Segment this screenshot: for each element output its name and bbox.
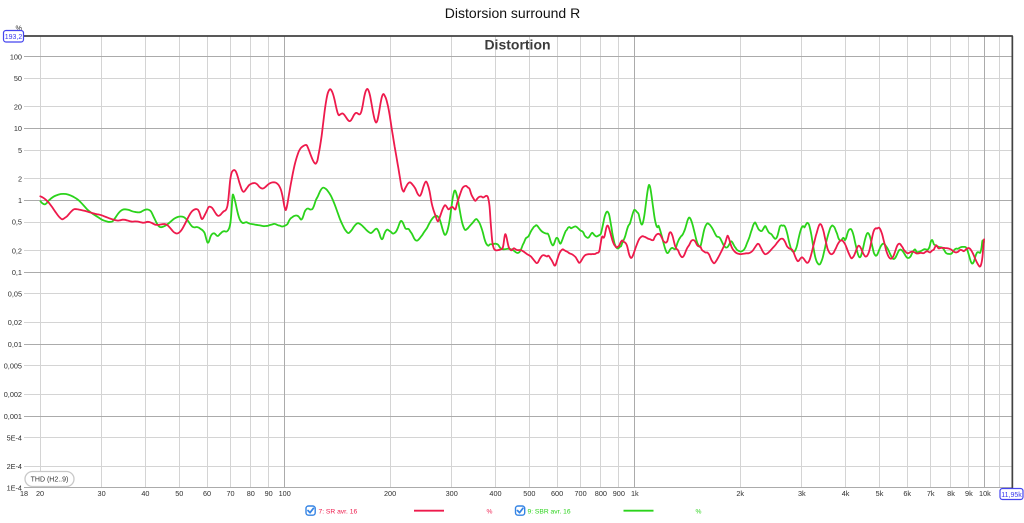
svg-text:0,1: 0,1	[12, 268, 22, 277]
svg-text:2: 2	[18, 174, 22, 183]
svg-text:7: SR avr. 16: 7: SR avr. 16	[319, 509, 358, 516]
svg-text:70: 70	[226, 489, 234, 498]
svg-text:1: 1	[18, 196, 22, 205]
svg-text:0,002: 0,002	[4, 390, 22, 399]
svg-text:2k: 2k	[736, 489, 744, 498]
svg-text:300: 300	[446, 489, 458, 498]
svg-text:%: %	[16, 24, 23, 33]
svg-text:193,2: 193,2	[5, 34, 23, 41]
svg-text:20: 20	[14, 103, 22, 112]
svg-text:THD (H2..9): THD (H2..9)	[31, 477, 69, 484]
svg-text:0,005: 0,005	[4, 362, 22, 371]
svg-text:%: %	[696, 509, 702, 516]
svg-text:%: %	[487, 509, 493, 516]
svg-text:0,2: 0,2	[12, 246, 22, 255]
svg-text:11,95k: 11,95k	[1001, 492, 1022, 499]
svg-text:30: 30	[98, 489, 106, 498]
svg-text:0,001: 0,001	[4, 412, 22, 421]
svg-text:0,05: 0,05	[8, 290, 22, 299]
svg-text:1k: 1k	[631, 489, 639, 498]
svg-text:2E-4: 2E-4	[7, 462, 22, 471]
svg-text:5E-4: 5E-4	[7, 433, 22, 442]
svg-text:400: 400	[489, 489, 501, 498]
svg-text:40: 40	[141, 489, 149, 498]
svg-text:9: SBR avr. 16: 9: SBR avr. 16	[528, 509, 571, 516]
svg-text:10k: 10k	[979, 489, 991, 498]
svg-text:3k: 3k	[798, 489, 806, 498]
svg-text:100: 100	[10, 52, 22, 61]
svg-text:18: 18	[20, 489, 28, 498]
svg-text:500: 500	[523, 489, 535, 498]
svg-text:600: 600	[551, 489, 563, 498]
svg-text:900: 900	[613, 489, 625, 498]
svg-text:10: 10	[14, 124, 22, 133]
svg-text:Distorsion surround R: Distorsion surround R	[445, 5, 580, 21]
svg-text:5: 5	[18, 146, 22, 155]
svg-text:800: 800	[595, 489, 607, 498]
svg-text:60: 60	[203, 489, 211, 498]
svg-text:20: 20	[36, 489, 44, 498]
svg-text:0,01: 0,01	[8, 340, 22, 349]
svg-text:90: 90	[265, 489, 273, 498]
svg-text:50: 50	[14, 74, 22, 83]
svg-text:80: 80	[247, 489, 255, 498]
svg-text:1E-4: 1E-4	[7, 484, 22, 493]
svg-text:4k: 4k	[842, 489, 850, 498]
svg-text:5k: 5k	[876, 489, 884, 498]
svg-text:100: 100	[279, 489, 291, 498]
svg-text:0,02: 0,02	[8, 318, 22, 327]
svg-text:Distortion: Distortion	[484, 37, 550, 53]
svg-text:0,5: 0,5	[12, 218, 22, 227]
svg-text:7k: 7k	[927, 489, 935, 498]
svg-text:200: 200	[384, 489, 396, 498]
svg-text:9k: 9k	[965, 489, 973, 498]
svg-text:700: 700	[575, 489, 587, 498]
svg-text:8k: 8k	[947, 489, 955, 498]
svg-text:6k: 6k	[903, 489, 911, 498]
svg-text:50: 50	[175, 489, 183, 498]
